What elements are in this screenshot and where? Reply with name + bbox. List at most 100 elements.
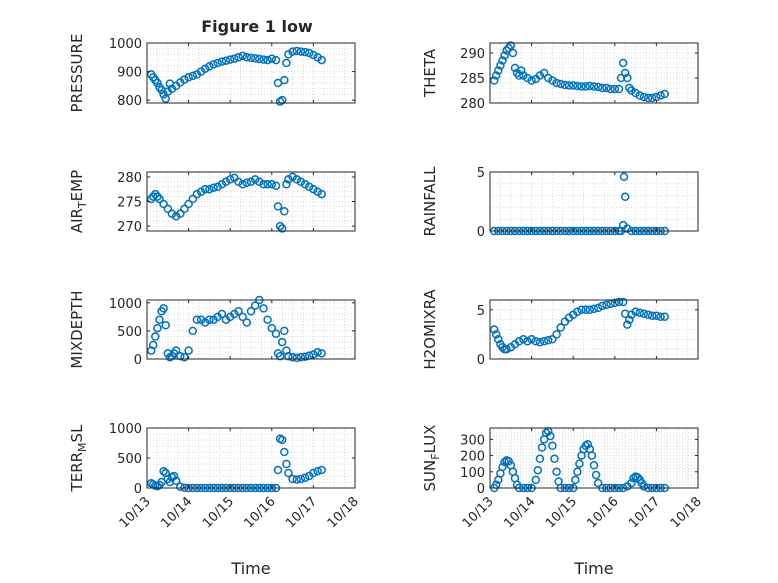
data-point <box>192 189 202 199</box>
grid-lines <box>147 300 355 359</box>
data-point <box>148 340 158 350</box>
data-point <box>277 224 287 233</box>
data-point <box>250 301 260 310</box>
data-point <box>309 50 318 60</box>
data-point <box>598 83 607 93</box>
grid-lines <box>147 428 355 488</box>
data-point <box>589 461 599 470</box>
grid-lines <box>490 172 698 231</box>
data-point <box>169 471 179 481</box>
data-point <box>317 349 326 358</box>
data-point <box>282 459 291 469</box>
data-point <box>610 298 620 308</box>
data-point <box>568 81 578 90</box>
data-point <box>209 60 218 69</box>
plot-area <box>489 299 699 360</box>
data-point <box>267 54 277 63</box>
y-tick-label: 280 <box>460 97 485 112</box>
data-point <box>153 192 162 201</box>
x-tick-label: 10/15 <box>543 494 580 531</box>
data-point <box>506 41 516 50</box>
data-point <box>259 180 268 189</box>
data-point <box>652 311 661 320</box>
data-point <box>146 346 156 355</box>
data-point <box>277 435 287 445</box>
data-point <box>205 315 214 324</box>
data-point <box>313 466 322 476</box>
data-point <box>504 456 513 466</box>
data-point <box>259 55 268 64</box>
data-point <box>282 346 291 355</box>
data-point <box>633 473 642 482</box>
data-point <box>491 330 501 339</box>
data-point <box>531 475 541 485</box>
data-point <box>304 182 314 192</box>
y-tick-label: 200 <box>460 450 485 465</box>
data-point <box>217 57 227 66</box>
data-point <box>151 332 160 341</box>
y-tick-label: 0 <box>477 225 485 240</box>
y-tick-label: 500 <box>117 452 142 467</box>
data-point <box>184 199 193 209</box>
y-axis-label-1: THETA <box>421 48 439 98</box>
x-tick-label: 10/18 <box>325 494 362 531</box>
data-point <box>643 93 653 103</box>
data-point <box>200 64 210 73</box>
data-point <box>585 81 595 91</box>
data-point <box>527 76 536 85</box>
data-point <box>494 335 503 344</box>
data-point <box>171 212 181 221</box>
data-point <box>234 53 243 62</box>
data-point <box>292 353 302 363</box>
data-point <box>288 172 297 182</box>
data-point <box>234 306 243 316</box>
data-point <box>494 66 503 75</box>
y-axis-label-5: H2OMIXRA <box>421 289 439 370</box>
data-point <box>491 71 501 80</box>
y-tick-label: 285 <box>460 72 485 87</box>
y-tick-label: 5 <box>477 304 485 319</box>
axes-frame <box>146 42 356 104</box>
data-point <box>271 329 281 338</box>
data-point <box>304 48 314 58</box>
x-tick-label: 10/13 <box>117 494 154 531</box>
data-point <box>614 84 624 94</box>
axes-frame <box>489 171 699 232</box>
series-markers <box>146 172 326 233</box>
data-point <box>205 184 214 194</box>
data-point <box>263 315 272 324</box>
data-point <box>238 51 247 61</box>
data-point <box>631 307 640 317</box>
data-point <box>496 61 505 70</box>
y-tick-label: 1000 <box>109 37 142 52</box>
data-point <box>176 482 185 492</box>
data-point <box>589 82 599 91</box>
data-point <box>246 177 256 187</box>
data-point <box>161 321 170 330</box>
y-tick-label: 0 <box>477 482 485 497</box>
data-point <box>255 177 264 187</box>
data-point <box>300 47 310 57</box>
data-point <box>277 337 287 347</box>
data-point <box>552 467 561 477</box>
y-axis-label-7: SUNFLUX <box>421 425 442 492</box>
data-point <box>656 312 665 321</box>
data-point <box>585 305 595 315</box>
axes-frame <box>146 299 356 360</box>
data-point <box>155 194 164 204</box>
data-point <box>155 315 164 324</box>
data-point <box>571 475 580 485</box>
data-point <box>163 204 173 214</box>
subplot-air-temp: 270 275 280 AIRTEMP <box>68 170 356 235</box>
data-point <box>514 71 524 80</box>
data-point <box>176 351 185 361</box>
data-point <box>263 180 272 189</box>
data-point <box>498 56 507 65</box>
data-point <box>548 76 557 85</box>
data-point <box>284 175 293 184</box>
data-point <box>631 88 640 98</box>
plot-area <box>489 171 699 232</box>
data-point <box>296 177 306 187</box>
data-point <box>153 78 162 88</box>
subplot-terr-msl: 0 500 1000 10/13 10/14 10/15 10/16 10/17 10/18 TE… <box>68 422 362 531</box>
